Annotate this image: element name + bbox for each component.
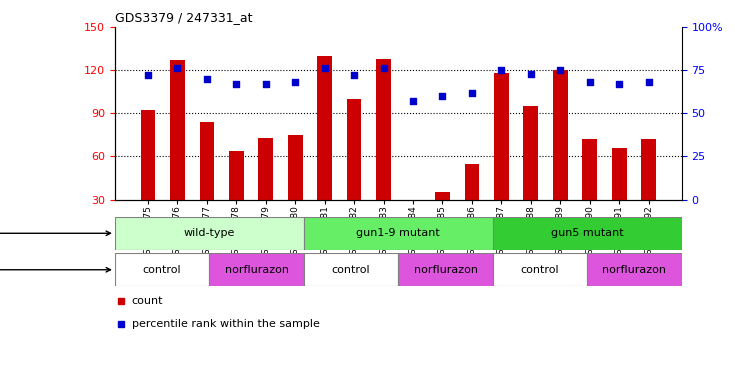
Point	[171, 65, 183, 71]
Text: control: control	[521, 265, 559, 275]
Point	[201, 76, 213, 82]
Bar	[304, 253, 399, 286]
Text: genotype/variation: genotype/variation	[0, 228, 110, 238]
Text: norflurazon: norflurazon	[413, 265, 477, 275]
Point	[142, 72, 154, 78]
Bar	[317, 56, 332, 200]
Bar	[588, 253, 682, 286]
Bar	[304, 217, 493, 250]
Bar	[347, 99, 362, 200]
Bar	[641, 139, 656, 200]
Point	[230, 81, 242, 87]
Point	[348, 72, 360, 78]
Text: control: control	[143, 265, 182, 275]
Bar	[229, 151, 244, 200]
Point	[436, 93, 448, 99]
Text: gun1-9 mutant: gun1-9 mutant	[356, 228, 440, 238]
Text: count: count	[132, 296, 163, 306]
Bar	[209, 253, 304, 286]
Text: control: control	[332, 265, 370, 275]
Point	[407, 98, 419, 104]
Bar	[494, 73, 509, 200]
Text: norflurazon: norflurazon	[225, 265, 288, 275]
Point	[614, 81, 625, 87]
Text: wild-type: wild-type	[184, 228, 235, 238]
Bar	[170, 60, 185, 200]
Bar	[435, 192, 450, 200]
Bar	[612, 148, 626, 200]
Point	[496, 67, 508, 73]
Bar	[465, 164, 479, 200]
Text: agent: agent	[0, 265, 110, 275]
Point	[554, 67, 566, 73]
Point	[319, 65, 330, 71]
Text: percentile rank within the sample: percentile rank within the sample	[132, 319, 319, 329]
Bar	[199, 122, 214, 200]
Point	[378, 65, 390, 71]
Bar	[399, 253, 493, 286]
Bar	[288, 135, 302, 200]
Bar	[553, 70, 568, 200]
Bar	[523, 106, 538, 200]
Point	[642, 79, 654, 85]
Point	[466, 89, 478, 96]
Bar	[141, 111, 156, 200]
Bar	[493, 217, 682, 250]
Point	[584, 79, 596, 85]
Point	[525, 71, 536, 77]
Bar	[582, 139, 597, 200]
Bar	[259, 138, 273, 200]
Text: norflurazon: norflurazon	[602, 265, 666, 275]
Bar	[115, 217, 304, 250]
Text: gun5 mutant: gun5 mutant	[551, 228, 624, 238]
Point	[260, 81, 272, 87]
Text: GDS3379 / 247331_at: GDS3379 / 247331_at	[115, 11, 253, 24]
Point	[289, 79, 301, 85]
Bar	[376, 59, 391, 200]
Bar	[493, 253, 587, 286]
Bar	[115, 253, 209, 286]
